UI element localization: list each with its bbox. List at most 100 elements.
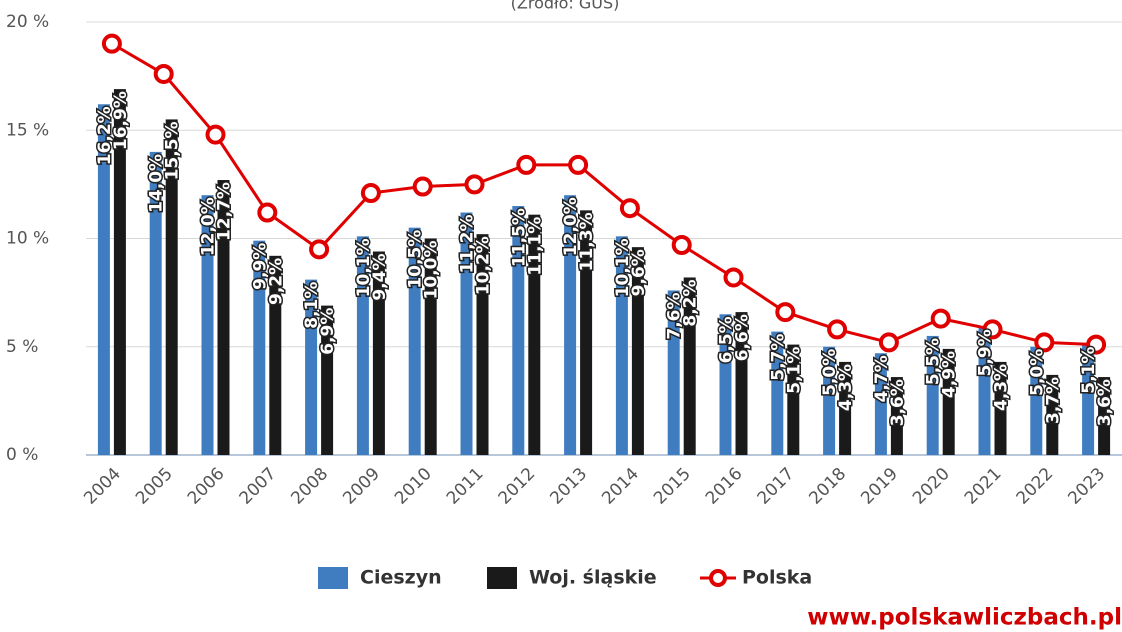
bar bbox=[839, 361, 852, 455]
bar bbox=[994, 361, 1007, 455]
bar bbox=[165, 119, 178, 456]
value-label: 4,9% bbox=[940, 351, 960, 398]
x-tick-label: 2015 bbox=[650, 464, 695, 509]
x-tick-label: 2010 bbox=[391, 464, 436, 509]
value-label: 7,6% bbox=[665, 292, 685, 339]
value-label: 3,6% bbox=[888, 379, 908, 426]
point bbox=[257, 202, 278, 223]
legend-swatch bbox=[318, 567, 348, 589]
bar bbox=[823, 346, 836, 455]
x-tick-label: 2023 bbox=[1064, 464, 1109, 509]
bar bbox=[305, 279, 318, 455]
bar bbox=[201, 195, 214, 455]
value-label: 6,6% bbox=[733, 314, 753, 361]
x-tick-label: 2007 bbox=[236, 464, 281, 509]
point bbox=[153, 63, 174, 84]
x-tick-label: 2019 bbox=[857, 464, 902, 509]
bar bbox=[269, 255, 282, 455]
point bbox=[775, 302, 796, 323]
bar bbox=[1082, 344, 1095, 455]
x-tick-label: 2012 bbox=[495, 464, 540, 509]
bar bbox=[149, 151, 162, 455]
value-label: 5,0% bbox=[820, 349, 840, 396]
bar bbox=[97, 104, 110, 456]
chart-subtitle: (Źródło: GUS) bbox=[511, 0, 620, 13]
x-tick-label: 2018 bbox=[805, 464, 850, 509]
value-label: 11,2% bbox=[458, 215, 478, 274]
value-label: 8,2% bbox=[681, 279, 701, 326]
bar bbox=[631, 247, 644, 455]
point bbox=[464, 174, 485, 195]
bar bbox=[890, 377, 903, 455]
value-label: 14,0% bbox=[147, 154, 167, 213]
value-label: 10,1% bbox=[613, 238, 633, 297]
point bbox=[1086, 334, 1107, 355]
bar bbox=[615, 236, 628, 455]
bar bbox=[667, 290, 680, 455]
value-label: 12,0% bbox=[199, 197, 219, 256]
x-tick-label: 2017 bbox=[754, 464, 799, 509]
bar bbox=[512, 206, 525, 455]
bar bbox=[978, 327, 991, 455]
value-label: 16,2% bbox=[95, 106, 115, 165]
bar bbox=[1098, 377, 1111, 455]
x-tick-label: 2020 bbox=[909, 464, 954, 509]
x-tick-label: 2004 bbox=[80, 464, 125, 509]
value-label: 6,9% bbox=[318, 308, 338, 355]
y-tick-label: 15 % bbox=[6, 120, 49, 140]
point bbox=[878, 332, 899, 353]
x-tick-label: 2006 bbox=[184, 464, 229, 509]
watermark: www.polskawliczbach.pl bbox=[807, 605, 1122, 631]
value-label: 5,1% bbox=[1079, 347, 1099, 394]
point bbox=[930, 308, 951, 329]
point bbox=[982, 319, 1003, 340]
value-label: 9,9% bbox=[250, 243, 270, 290]
bar bbox=[580, 210, 593, 455]
value-label: 4,7% bbox=[872, 355, 892, 402]
bar bbox=[253, 240, 266, 455]
value-label: 11,1% bbox=[525, 217, 545, 276]
value-label: 12,0% bbox=[561, 197, 581, 256]
point bbox=[827, 319, 848, 340]
bar bbox=[564, 195, 577, 455]
bar bbox=[460, 212, 473, 455]
value-label: 9,4% bbox=[370, 253, 390, 300]
bar bbox=[424, 238, 437, 455]
value-label: 5,7% bbox=[768, 334, 788, 381]
bar bbox=[1030, 346, 1043, 455]
y-tick-label: 20 % bbox=[6, 12, 49, 32]
value-label: 10,0% bbox=[422, 241, 442, 300]
point bbox=[205, 124, 226, 145]
bar bbox=[735, 312, 748, 455]
legend-label: Woj. śląskie bbox=[529, 567, 657, 589]
value-label: 11,3% bbox=[577, 212, 597, 271]
value-label: 10,1% bbox=[354, 238, 374, 297]
x-tick-label: 2005 bbox=[132, 464, 177, 509]
point bbox=[619, 198, 640, 219]
value-label: 9,2% bbox=[266, 258, 286, 305]
point bbox=[516, 154, 537, 175]
value-label: 3,7% bbox=[1043, 377, 1063, 424]
value-label: 16,9% bbox=[111, 91, 131, 150]
x-tick-label: 2021 bbox=[961, 464, 1006, 509]
value-label: 8,1% bbox=[302, 282, 322, 329]
point bbox=[671, 234, 692, 255]
value-label: 5,0% bbox=[1027, 349, 1047, 396]
point bbox=[412, 176, 433, 197]
bar bbox=[683, 277, 696, 455]
value-label: 15,5% bbox=[163, 121, 183, 180]
value-label: 3,6% bbox=[1095, 379, 1115, 426]
point bbox=[360, 183, 381, 204]
value-label: 10,2% bbox=[474, 236, 494, 295]
bar bbox=[787, 344, 800, 455]
value-label: 11,5% bbox=[509, 208, 529, 267]
point bbox=[309, 239, 330, 260]
x-tick-label: 2011 bbox=[443, 464, 488, 509]
point bbox=[1034, 332, 1055, 353]
bar bbox=[356, 236, 369, 455]
value-label: 6,5% bbox=[717, 316, 737, 363]
legend-label: Cieszyn bbox=[360, 567, 442, 589]
y-tick-label: 5 % bbox=[6, 337, 38, 357]
x-tick-label: 2016 bbox=[702, 464, 747, 509]
value-label: 5,1% bbox=[784, 347, 804, 394]
